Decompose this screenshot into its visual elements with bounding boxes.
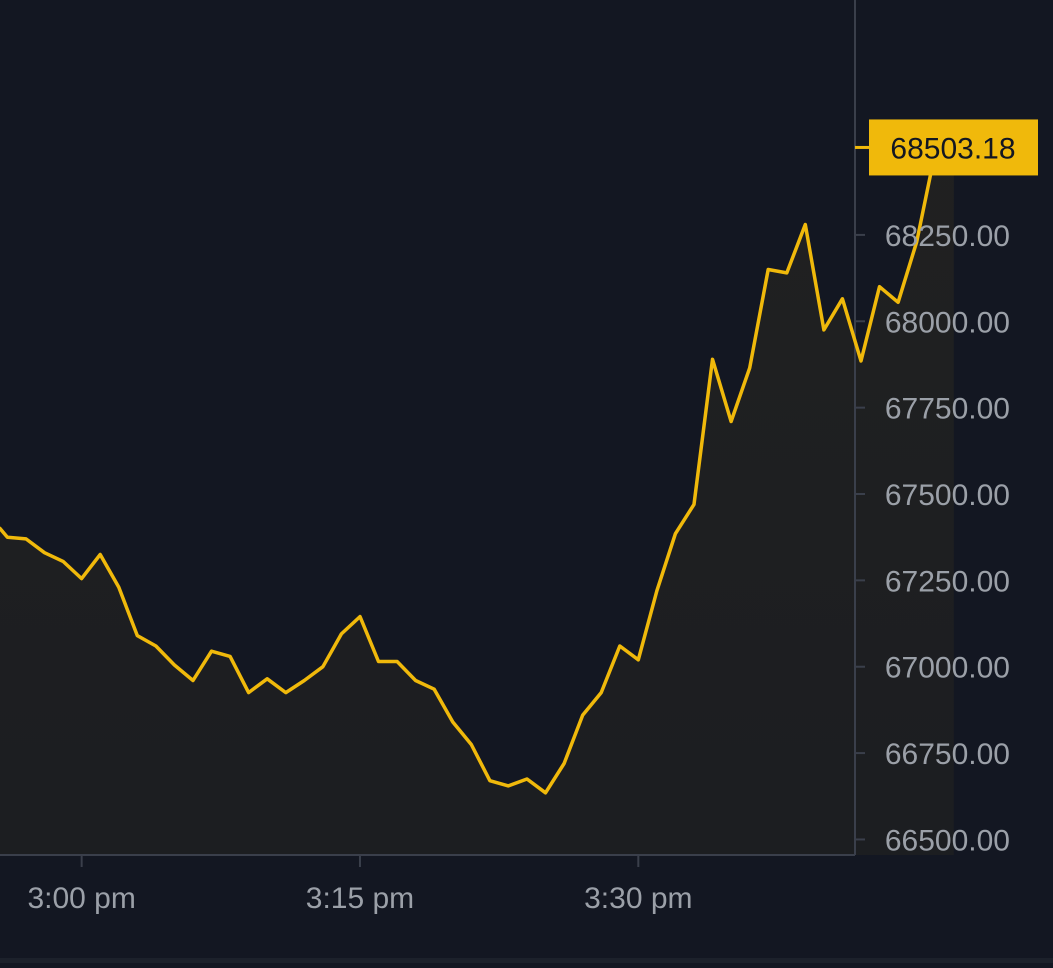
x-tick-label: 3:00 pm <box>27 882 135 915</box>
y-tick-label: 67250.00 <box>885 565 1010 598</box>
y-tick-label: 66750.00 <box>885 738 1010 771</box>
y-tick-label: 67750.00 <box>885 393 1010 426</box>
price-line <box>0 143 956 795</box>
area-layer <box>0 145 954 856</box>
y-tick-label: 68250.00 <box>885 220 1010 253</box>
current-price-tag <box>869 119 1038 176</box>
y-tick-label: 67000.00 <box>885 652 1010 685</box>
price-tag-layer: 68503.18 <box>855 119 1038 176</box>
x-tick-label: 3:30 pm <box>584 882 692 915</box>
y-tick-label: 68000.00 <box>885 306 1010 339</box>
price-area <box>0 145 954 856</box>
x-tick-label: 3:15 pm <box>306 882 414 915</box>
y-tick-label: 67500.00 <box>885 479 1010 512</box>
current-price-label: 68503.18 <box>890 132 1015 165</box>
y-tick-label: 66500.00 <box>885 824 1010 857</box>
tick-layer: 66500.00 66750.00 67000.00 67250.00 67500.00… <box>27 220 1010 915</box>
bottom-edge <box>0 958 1053 963</box>
line-layer <box>0 143 956 795</box>
